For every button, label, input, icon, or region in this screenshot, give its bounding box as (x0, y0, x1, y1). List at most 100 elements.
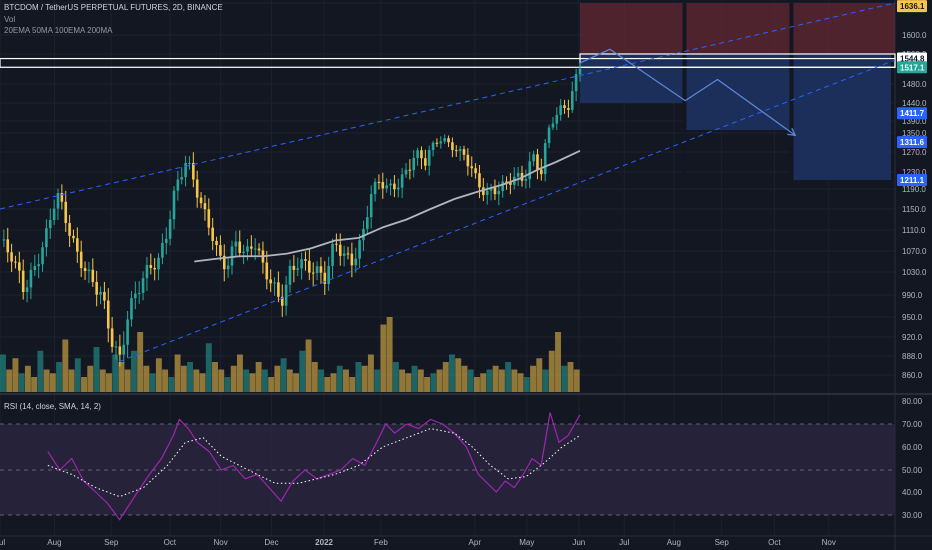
volume-bar (498, 369, 505, 392)
candle-body (454, 150, 458, 152)
volume-bar (130, 350, 137, 392)
candle-body (172, 190, 176, 220)
candle-body (273, 282, 276, 284)
candle-body (474, 168, 477, 174)
candle-body (385, 185, 388, 189)
candle-body (18, 262, 21, 271)
price-tick-label: 1350.0 (902, 129, 927, 138)
volume-bar (523, 377, 530, 392)
candle-body (350, 253, 354, 266)
candle-body (532, 154, 535, 162)
volume-bar (12, 358, 19, 392)
candle-body (362, 228, 365, 241)
candle-body (176, 179, 180, 191)
volume-bar (299, 350, 306, 392)
trade-zones (0, 3, 896, 181)
time-tick-label: Feb (374, 538, 388, 547)
candle-body (130, 298, 133, 320)
price-tick-label: 1390.0 (902, 117, 927, 126)
overlay-lines (0, 2, 896, 362)
candle-body (578, 68, 582, 75)
candle-body (540, 169, 543, 175)
price-tag-label: 1636.1 (900, 2, 925, 11)
candle-body (489, 187, 493, 191)
projection-path (579, 48, 796, 136)
moving-average-line (194, 149, 581, 263)
price-tick-label: 1070.0 (902, 247, 927, 256)
volume-bar (461, 365, 468, 392)
target-zone (580, 54, 683, 103)
time-tick-label: Aug (667, 538, 681, 547)
rsi-legend: RSI (14, close, SMA, 14, 2) (4, 402, 101, 411)
rsi-ma-line (47, 428, 581, 498)
volume-bar (455, 358, 462, 392)
price-tick-label: 1150.0 (902, 205, 926, 214)
candle-body (373, 181, 377, 195)
volume-bar (467, 369, 474, 392)
rsi-tick-label: 40.00 (902, 488, 923, 497)
candle-body (149, 265, 153, 269)
candle-body (246, 246, 249, 252)
symbol-title: BTCDOM / TetherUS PERPETUAL FUTURES, 2D,… (4, 3, 223, 12)
candle-body (226, 265, 230, 270)
candle-body (396, 187, 400, 190)
candle-body (195, 179, 199, 198)
price-tag-label: 1517.1 (900, 63, 925, 72)
candle-body (404, 169, 408, 175)
candle-body (393, 183, 396, 190)
candle-body (412, 157, 416, 171)
volume-bar (417, 369, 424, 392)
candle-body (543, 143, 547, 175)
candle-body (257, 248, 261, 251)
candle-body (76, 238, 79, 252)
volume-bar (399, 369, 406, 392)
candle-body (118, 346, 122, 355)
volume-bar (349, 377, 356, 392)
candle-body (72, 235, 75, 239)
candle-body (253, 248, 257, 250)
candle-body (451, 142, 454, 151)
candle-body (238, 241, 242, 253)
volume-bar (143, 365, 150, 392)
volume-bar (93, 347, 100, 392)
candle-body (435, 142, 439, 144)
candle-body (33, 266, 37, 271)
candle-body (134, 293, 137, 299)
time-tick-label: Jun (572, 538, 585, 547)
candle-body (505, 181, 508, 183)
candle-body (354, 258, 358, 266)
price-tick-label: 1230.0 (902, 168, 927, 177)
volume-bar (193, 369, 200, 392)
price-tag (897, 174, 927, 187)
candle-body (358, 240, 361, 259)
candle-body (242, 251, 245, 253)
target-zone (686, 54, 790, 130)
volume-bar (6, 369, 13, 392)
volume-bar (56, 362, 63, 392)
candle-body (501, 181, 504, 192)
volume-bar (68, 369, 75, 392)
volume-bar (505, 362, 512, 392)
price-tick-label: 1600.0 (902, 31, 927, 40)
candle-body (219, 245, 222, 256)
channel-upper (0, 2, 896, 210)
volume-bar (305, 339, 312, 392)
time-tick-label: Oct (164, 538, 177, 547)
candle-body (570, 91, 574, 110)
price-tick-label: 1110.0 (902, 226, 926, 235)
channel-lower (119, 59, 896, 362)
candle-body (250, 246, 253, 249)
volume-bar (480, 373, 487, 392)
rsi-tick-label: 60.00 (902, 443, 923, 452)
volume-bar (174, 354, 181, 392)
volume-bar (199, 373, 206, 392)
volume-bar (511, 369, 518, 392)
candle-body (366, 217, 369, 229)
volume-bar (187, 362, 194, 392)
volume-bar (336, 365, 343, 392)
candle-body (145, 265, 149, 279)
volume-bar (162, 369, 169, 392)
candle-body (528, 161, 532, 180)
candle-body (110, 328, 114, 347)
